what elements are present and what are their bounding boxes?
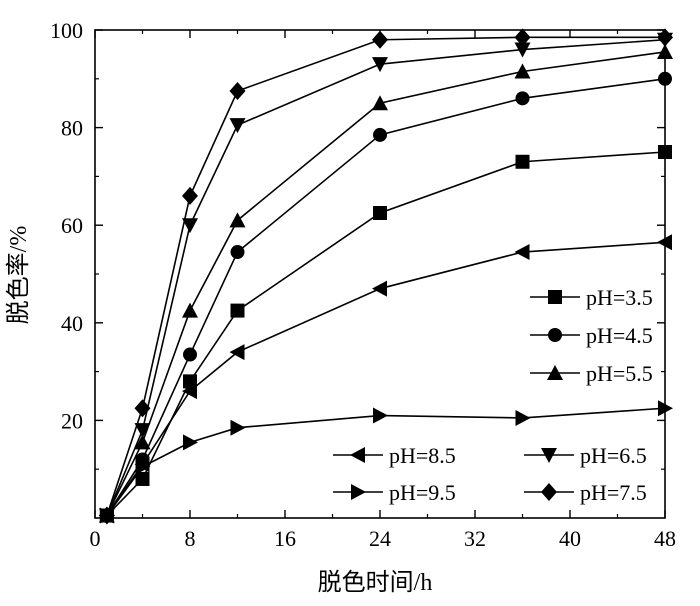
data-point <box>182 186 198 205</box>
data-point <box>134 423 151 439</box>
data-point <box>135 458 151 475</box>
legend-item: pH=3.5 <box>530 285 653 310</box>
data-point <box>515 409 531 426</box>
legend-item: pH=4.5 <box>530 323 653 348</box>
legend-item: pH=6.5 <box>524 443 647 468</box>
data-point <box>183 347 197 362</box>
data-point <box>372 57 388 73</box>
legend-label: pH=3.5 <box>586 285 653 310</box>
series-pH=7.5 <box>98 28 673 525</box>
data-point <box>135 471 150 486</box>
data-point <box>658 400 673 417</box>
data-point <box>657 234 672 251</box>
data-point <box>372 30 388 49</box>
data-point <box>183 434 198 451</box>
data-point <box>372 280 387 297</box>
legend-marker <box>547 365 563 380</box>
data-point <box>373 206 387 220</box>
x-tick-label: 0 <box>90 526 101 551</box>
data-point <box>658 145 672 159</box>
legend-label: pH=7.5 <box>580 480 647 505</box>
legend-item: pH=5.5 <box>530 361 653 386</box>
data-point <box>657 43 673 59</box>
data-point <box>373 407 388 424</box>
data-point <box>99 507 115 524</box>
data-point <box>658 71 672 86</box>
data-point <box>515 154 530 169</box>
legend-label: pH=9.5 <box>389 480 456 505</box>
data-point <box>182 218 198 234</box>
data-point <box>372 95 388 111</box>
legend-item: pH=7.5 <box>524 480 647 505</box>
data-point <box>134 399 151 418</box>
data-point <box>514 42 531 58</box>
data-point <box>373 127 387 142</box>
data-point <box>229 344 245 361</box>
series-layer <box>98 28 673 525</box>
data-point <box>134 434 151 450</box>
x-tick-label: 32 <box>464 526 486 551</box>
y-tick-label: 40 <box>61 311 83 336</box>
legend-item: pH=8.5 <box>333 443 456 468</box>
x-tick-label: 24 <box>369 526 391 551</box>
data-point <box>229 118 246 134</box>
data-point <box>230 303 245 318</box>
x-axis-label: 脱色时间/h <box>318 569 433 596</box>
data-point <box>230 419 246 436</box>
data-point <box>514 244 530 261</box>
axes: 0 8 16 24 32 40 48 20 40 60 80 100 <box>50 18 676 551</box>
x-tick-label: 8 <box>185 526 196 551</box>
y-tick-label: 80 <box>61 116 83 141</box>
x-tick-label: 48 <box>654 526 676 551</box>
data-point <box>183 374 197 389</box>
legend-marker <box>548 290 562 304</box>
legend-marker <box>351 484 366 500</box>
legend-item: pH=9.5 <box>333 480 456 505</box>
data-point <box>230 245 245 260</box>
legend: pH=3.5 pH=4.5 pH=5.5 pH=8.5 pH=9.5 pH=6.5 pH=7… <box>333 285 653 505</box>
y-tick-label: 60 <box>61 213 83 238</box>
data-point <box>514 28 531 47</box>
data-point <box>229 82 246 100</box>
data-point <box>182 383 197 400</box>
x-tick-label: 16 <box>274 526 296 551</box>
series-pH=9.5 <box>99 400 673 524</box>
y-tick-label: 100 <box>50 18 83 43</box>
legend-marker <box>541 448 557 463</box>
legend-label: pH=4.5 <box>586 323 653 348</box>
data-point <box>229 212 246 228</box>
legend-label: pH=6.5 <box>580 443 647 468</box>
x-tick-label: 40 <box>559 526 581 551</box>
data-point <box>515 91 530 106</box>
legend-marker <box>548 328 562 342</box>
data-point <box>182 302 198 318</box>
legend-label: pH=8.5 <box>389 443 456 468</box>
data-point <box>514 63 531 79</box>
legend-label: pH=5.5 <box>586 361 653 386</box>
y-tick-label: 20 <box>61 408 83 433</box>
legend-marker <box>541 483 557 501</box>
data-point <box>657 28 673 47</box>
y-axis-label: 脱色率/% <box>5 226 32 325</box>
legend-marker <box>350 447 365 463</box>
